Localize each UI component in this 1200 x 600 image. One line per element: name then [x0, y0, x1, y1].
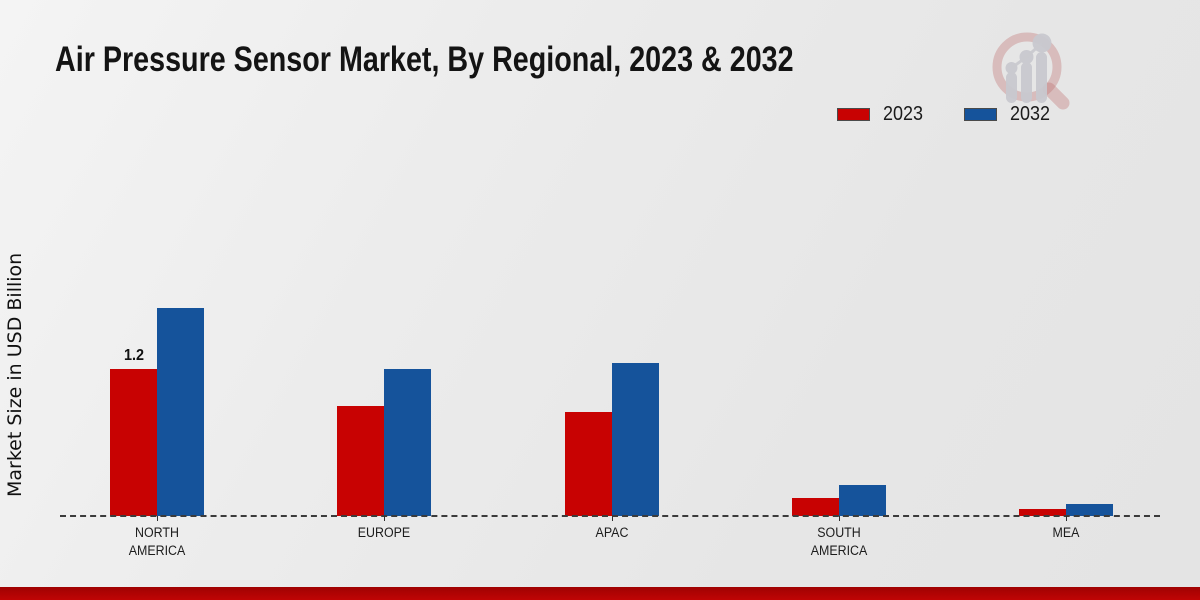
bar-2032-europe — [384, 369, 431, 516]
bar-2032-apac — [612, 363, 659, 516]
legend-label-2032: 2032 — [1009, 103, 1050, 125]
bar-2023-north-america — [110, 369, 157, 516]
bar-2023-south-america — [792, 498, 839, 516]
legend-label-2023: 2023 — [883, 103, 924, 125]
legend-swatch-2032 — [963, 108, 997, 121]
bar-2023-apac — [565, 412, 612, 516]
category-label-north-america: NORTH AMERICA — [128, 525, 186, 558]
bar-2032-south-america — [839, 485, 886, 516]
legend-item-2023: 2023 — [837, 103, 928, 126]
chart-title: Air Pressure Sensor Market, By Regional,… — [55, 40, 794, 79]
bar-2023-europe — [337, 406, 384, 516]
category-label-south-america: SOUTH AMERICA — [810, 525, 868, 558]
category-label-mea: MEA — [1052, 525, 1080, 540]
y-axis-label: Market Size in USD Billion — [4, 252, 26, 498]
category-label-apac: APAC — [595, 525, 629, 540]
legend: 2023 2032 — [837, 103, 1054, 126]
category-label-europe: EUROPE — [357, 525, 411, 540]
bar-value-label: 1.2 — [123, 347, 145, 364]
magnifier-bar-chart-logo-icon — [992, 32, 1070, 110]
footer-accent-strip — [0, 587, 1200, 600]
x-axis-tick — [157, 516, 158, 521]
x-axis-tick — [384, 516, 385, 521]
x-axis-tick — [1066, 516, 1067, 521]
bar-2023-mea — [1019, 509, 1066, 516]
x-axis-tick — [839, 516, 840, 521]
legend-swatch-2023 — [837, 108, 870, 121]
x-axis-baseline — [60, 515, 1160, 517]
bar-2032-north-america — [157, 308, 204, 516]
legend-item-2032: 2032 — [963, 103, 1055, 126]
x-axis-tick — [612, 516, 613, 521]
bar-2032-mea — [1066, 504, 1113, 516]
